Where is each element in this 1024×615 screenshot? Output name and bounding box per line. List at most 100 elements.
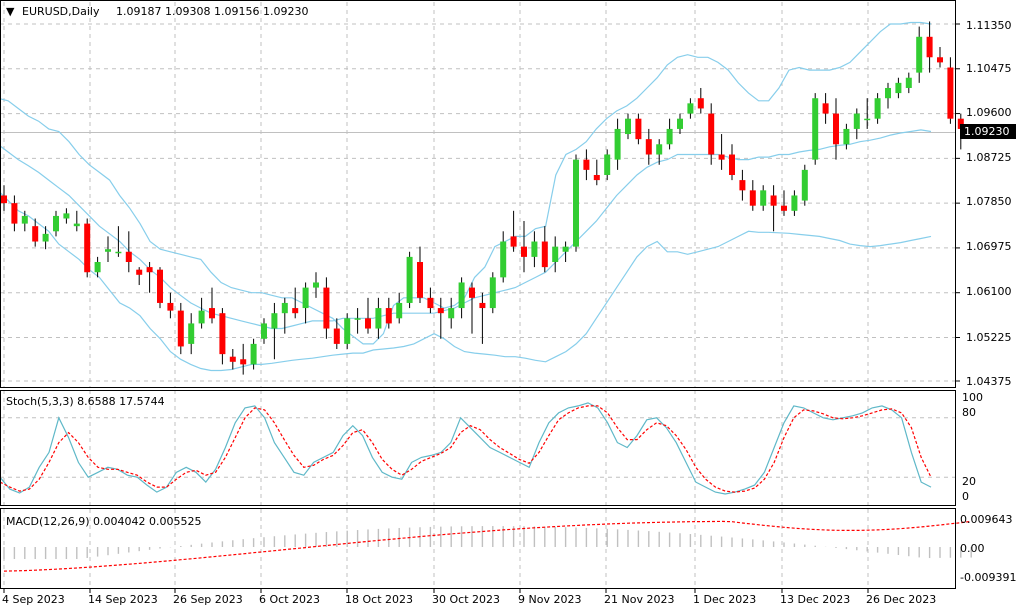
price-tick: 1.06975 [966, 240, 1012, 253]
bull-candle [666, 118, 673, 150]
candle-body [937, 57, 943, 63]
candle-body [167, 302, 174, 311]
bear-candle [583, 149, 590, 181]
candle-body [261, 323, 267, 339]
candle-body [853, 113, 860, 129]
candle-body [209, 308, 215, 319]
candle-body [198, 310, 205, 324]
bull-candle [115, 226, 122, 257]
price-scale: 1.11350 1.10475 1.09600 1.08725 1.07850 … [966, 19, 1012, 388]
candle-body [32, 226, 39, 242]
candle-body [510, 236, 517, 247]
date-tick: 1 Dec 2023 [693, 593, 756, 606]
stoch-level: 100 [962, 391, 983, 404]
stoch-main-line [0, 402, 932, 495]
candle-body [604, 154, 611, 175]
bear-candle [84, 218, 91, 278]
bollinger-lower [0, 191, 932, 372]
bear-candle [385, 297, 392, 329]
bull-candle [604, 149, 611, 181]
candle-body [250, 343, 257, 365]
candle-body [500, 241, 507, 278]
candle-body [864, 118, 871, 121]
candle-body [749, 190, 756, 206]
bull-candle [271, 302, 278, 360]
bear-candle [708, 103, 715, 165]
bear-candle [781, 190, 787, 216]
bear-candle [718, 134, 725, 170]
current-price-box [960, 124, 1016, 139]
candle-body [115, 251, 122, 254]
candle-body [84, 223, 91, 273]
macd-level: -0.009391 [960, 571, 1016, 584]
bull-candle [261, 318, 267, 344]
bear-candle [229, 349, 236, 370]
ohlc-values: 1.09187 1.09308 1.09156 1.09230 [116, 5, 308, 18]
bull-candle [916, 26, 923, 83]
bear-candle [749, 180, 756, 211]
symbol-triangle-icon[interactable]: ▼ [6, 5, 15, 18]
candle-body [281, 302, 288, 314]
bull-candle [94, 256, 101, 278]
candle-body [479, 302, 486, 309]
bear-candle [593, 159, 600, 186]
candle-body [489, 277, 496, 309]
bull-candle [250, 338, 257, 370]
macd-signal-line [3, 520, 972, 572]
date-tick: 14 Sep 2023 [88, 593, 158, 606]
candle-body [1, 195, 7, 204]
bear-candle [125, 231, 132, 273]
bull-candle [42, 226, 49, 250]
bear-candle [926, 21, 933, 73]
stoch-label: Stoch(5,3,3) 8.6588 17.5744 [6, 395, 165, 408]
bear-candle [645, 128, 652, 165]
bull-candle [105, 236, 111, 262]
bull-candle [864, 98, 871, 129]
bull-candle [656, 139, 663, 165]
bear-candle [437, 297, 444, 339]
date-tick: 30 Oct 2023 [432, 593, 500, 606]
panel-frames [0, 0, 960, 593]
candle-body [905, 77, 912, 88]
bear-candle [240, 343, 247, 375]
candle-body [562, 246, 569, 252]
candle-body [531, 241, 538, 257]
candle-body [365, 318, 371, 329]
price-tick: 1.10475 [966, 62, 1012, 75]
bull-candle [625, 113, 631, 140]
bull-candle [614, 118, 621, 170]
candle-body [666, 128, 673, 145]
candle-body [396, 302, 403, 319]
bull-candle [396, 292, 403, 324]
bear-candle [521, 221, 527, 273]
candle-body [791, 195, 798, 211]
main-panel-frame [0, 0, 956, 388]
bull-candle [687, 98, 694, 119]
candle-body [645, 139, 652, 155]
macd-level: 0.00 [960, 542, 985, 555]
candle-body [583, 159, 590, 170]
candle-body [760, 190, 767, 206]
candle-body [188, 323, 195, 344]
bear-candle [365, 297, 371, 334]
bear-candle [146, 262, 153, 293]
candle-body [469, 287, 475, 298]
bear-candle [1, 185, 7, 211]
bull-candle [53, 210, 59, 237]
candle-body [947, 67, 954, 119]
candle-body [302, 287, 309, 309]
candle-body [874, 98, 881, 119]
bear-candle [209, 287, 215, 324]
bull-candle [21, 210, 28, 232]
bear-candle [323, 277, 330, 339]
bear-candle [11, 195, 18, 232]
bull-candle [531, 231, 538, 268]
bull-candle [458, 277, 465, 319]
bull-candle [905, 72, 912, 94]
stochastic-lines [0, 402, 955, 495]
candle-body [354, 318, 361, 320]
candle-body [229, 356, 236, 362]
bear-candle [822, 93, 829, 124]
price-tick: 1.07850 [966, 195, 1012, 208]
